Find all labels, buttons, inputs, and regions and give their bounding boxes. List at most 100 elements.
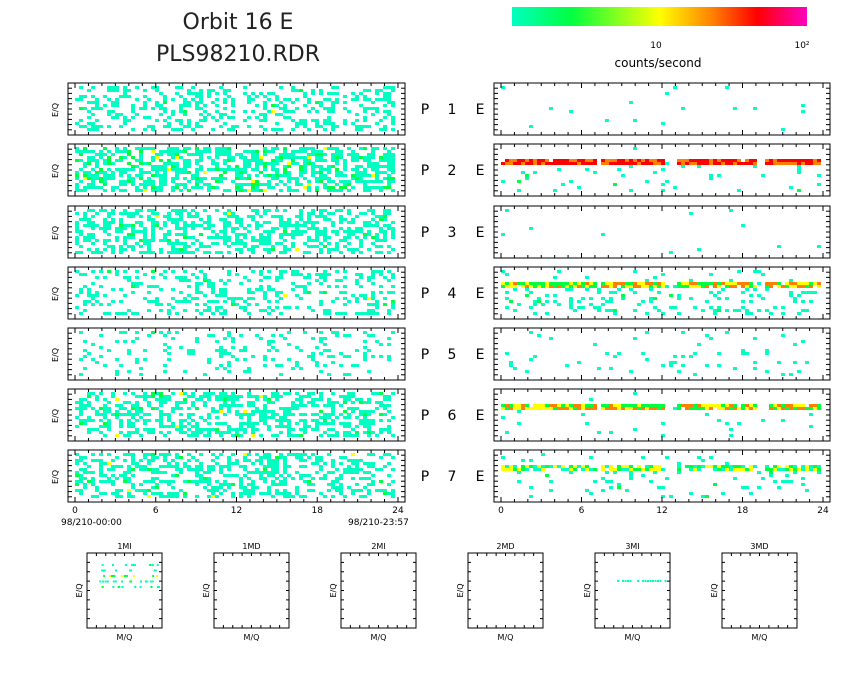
spectrogram-cell	[697, 404, 701, 407]
spectrogram-cell	[351, 233, 355, 236]
spectrogram-cell	[127, 401, 131, 404]
spectrogram-cell	[115, 147, 119, 150]
spectrogram-cell	[111, 221, 115, 224]
spectrogram-cell	[291, 434, 295, 437]
spectrogram-cell	[303, 221, 307, 224]
spectrogram-cell	[391, 168, 395, 171]
spectrogram-cell	[339, 395, 343, 398]
spectrogram-cell	[801, 104, 805, 107]
spectrogram-cell	[327, 373, 331, 376]
spectrogram-cell	[291, 162, 295, 165]
spectrogram-cell	[275, 459, 279, 462]
spectrogram-cell	[171, 245, 175, 248]
spectrogram-cell	[171, 288, 175, 291]
spectrogram-cell	[355, 273, 359, 276]
spectrogram-cell	[717, 468, 721, 471]
spectrogram-cell	[219, 465, 223, 468]
spectrogram-cell	[315, 125, 319, 128]
spectrogram-cell	[335, 477, 339, 480]
spectrogram-cell	[147, 334, 151, 337]
spectrogram-cell	[585, 288, 589, 291]
spectrogram-cell	[283, 480, 287, 483]
spectrogram-cell	[279, 251, 283, 254]
spectrogram-cell	[315, 230, 319, 233]
spectrogram-cell	[649, 162, 653, 165]
spectrogram-cell	[359, 125, 363, 128]
spectrogram-cell	[227, 270, 231, 273]
spectrogram-cell	[609, 282, 613, 285]
spectrogram-cell	[287, 248, 291, 251]
spectrogram-cell	[231, 98, 235, 101]
spectrogram-cell	[529, 459, 533, 462]
spectrogram-cell	[291, 156, 295, 159]
spectrogram-cell	[171, 465, 175, 468]
spectrogram-cell	[139, 410, 143, 413]
spectrogram-cell	[103, 312, 107, 315]
spectrogram-cell	[139, 373, 143, 376]
spectrogram-cell	[163, 465, 167, 468]
spectrogram-cell	[505, 407, 509, 410]
spectrogram-cell	[163, 395, 167, 398]
spectrogram-cell	[219, 431, 223, 434]
spectrogram-cell	[111, 300, 115, 303]
spectrogram-cell	[147, 239, 151, 242]
spectrogram-cell	[199, 465, 203, 468]
spectrogram-cell	[195, 425, 199, 428]
spectrogram-cell	[753, 285, 757, 288]
spectrogram-cell	[155, 285, 159, 288]
spectrogram-cell	[159, 92, 163, 95]
spectrogram-cell	[187, 153, 191, 156]
spectrogram-cell	[187, 147, 191, 150]
spectrogram-cell	[211, 128, 215, 131]
spectrogram-cell	[291, 413, 295, 416]
mass-x-label: M/Q	[625, 633, 641, 642]
spectrogram-cell	[629, 404, 633, 407]
spectrogram-cell	[299, 456, 303, 459]
spectrogram-cell	[601, 468, 605, 471]
spectrogram-cell	[159, 227, 163, 230]
spectrogram-cell	[91, 419, 95, 422]
spectrogram-cell	[645, 180, 649, 183]
spectrogram-cell	[629, 101, 633, 104]
spectrogram-cell	[231, 168, 235, 171]
spectrogram-cell	[633, 119, 637, 122]
spectrogram-cell	[367, 303, 371, 306]
spectrogram-cell	[355, 119, 359, 122]
spectrogram-cell	[115, 150, 119, 153]
spectrogram-cell	[207, 489, 211, 492]
spectrogram-cell	[231, 395, 235, 398]
spectrogram-cell	[355, 95, 359, 98]
spectrogram-cell	[525, 162, 529, 165]
spectrogram-cell	[119, 422, 123, 425]
spectrogram-cell	[163, 125, 167, 128]
spectrogram-cell	[545, 294, 549, 297]
spectrogram-cell	[279, 156, 283, 159]
spectrogram-cell	[95, 165, 99, 168]
spectrogram-cell	[765, 288, 769, 291]
spectrogram-cell	[367, 125, 371, 128]
spectrogram-cell	[371, 218, 375, 221]
spectrogram-cell	[195, 153, 199, 156]
spectrogram-cell	[83, 107, 87, 110]
spectrogram-cell	[155, 212, 159, 215]
spectrogram-cell	[513, 367, 517, 370]
spectrogram-cell	[199, 431, 203, 434]
spectrogram-cell	[247, 416, 251, 419]
spectrogram-cell	[307, 98, 311, 101]
spectrogram-cell	[367, 413, 371, 416]
spectrogram-cell	[75, 480, 79, 483]
spectrogram-cell	[363, 352, 367, 355]
spectrogram-cell	[339, 474, 343, 477]
spectrogram-cell	[351, 153, 355, 156]
spectrogram-cell	[649, 480, 653, 483]
spectrogram-cell	[215, 242, 219, 245]
spectrogram-cell	[263, 209, 267, 212]
mass-point	[139, 586, 142, 588]
spectrogram-cell	[327, 242, 331, 245]
spectrogram-cell	[207, 285, 211, 288]
spectrogram-cell	[191, 153, 195, 156]
spectrogram-cell	[171, 98, 175, 101]
spectrogram-cell	[295, 224, 299, 227]
mass-point	[149, 580, 152, 583]
